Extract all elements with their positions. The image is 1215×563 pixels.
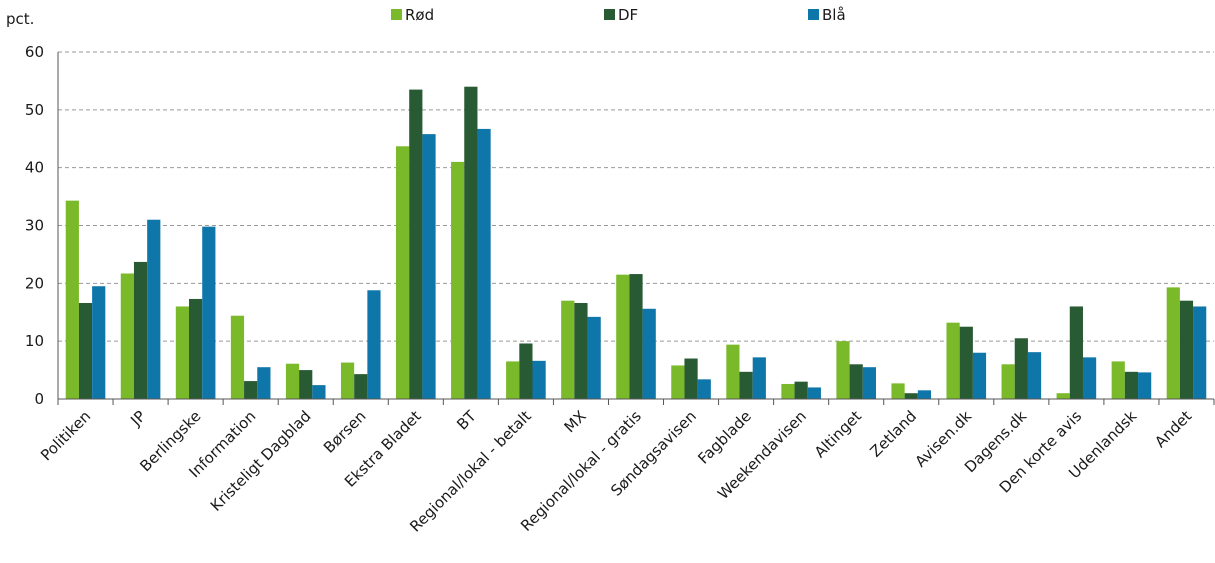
bar-series (65, 86, 1207, 399)
bar-Rød (285, 363, 300, 399)
y-tick-label: 50 (25, 101, 44, 119)
bar-Blå (1027, 352, 1042, 399)
x-tick-label: Kristeligt Dagblad (207, 407, 315, 515)
bar-Rød (506, 361, 520, 399)
bar-Rød (230, 315, 245, 399)
bar-Rød (120, 273, 134, 399)
bar-Blå (917, 390, 932, 399)
bar-DF (189, 298, 203, 399)
bar-DF (684, 358, 698, 399)
bar-Blå (312, 385, 326, 399)
y-axis-ticks: 0 10 20 30 40 50 60 (25, 43, 44, 408)
bar-Rød (396, 146, 410, 399)
bar-Blå (1082, 357, 1097, 399)
bar-Rød (946, 322, 960, 399)
bar-DF (244, 381, 258, 399)
axes (57, 52, 1215, 405)
bar-Blå (752, 357, 766, 399)
bar-Rød (616, 274, 630, 399)
bar-Blå (257, 367, 271, 399)
legend: Rød DF Blå (391, 6, 846, 24)
x-tick-label: BT (453, 407, 480, 434)
bar-DF (739, 371, 753, 399)
x-tick-label: MX (561, 407, 590, 436)
bar-DF (409, 89, 423, 399)
bar-DF (629, 274, 643, 399)
bar-DF (519, 343, 533, 399)
bar-Blå (367, 290, 381, 399)
bar-DF (78, 302, 93, 399)
bar-Blå (807, 387, 821, 399)
bar-Blå (862, 367, 876, 399)
bar-DF (1179, 300, 1194, 399)
x-tick-label: Andet (1151, 407, 1195, 451)
bar-Blå (972, 352, 987, 399)
bar-Rød (1166, 287, 1180, 399)
bar-Blå (1138, 372, 1152, 399)
bar-DF (464, 86, 478, 399)
bar-DF (794, 381, 808, 399)
bar-Rød (671, 365, 685, 399)
bar-DF (133, 261, 148, 399)
bar-Rød (1001, 364, 1015, 399)
bar-Rød (340, 362, 355, 399)
bar-Blå (532, 360, 546, 399)
x-axis-labels: Politiken JPBerlingskeInformationKristeli… (37, 407, 1195, 536)
bar-Rød (891, 383, 905, 399)
bar-Rød (781, 383, 795, 399)
bar-Blå (202, 226, 216, 399)
bar-DF (959, 326, 973, 399)
bar-Rød (1111, 361, 1125, 399)
legend-swatch (604, 9, 615, 20)
bar-DF (354, 374, 368, 399)
bar-DF (1069, 306, 1083, 399)
bar-Blå (477, 128, 491, 399)
y-axis-unit-label: pct. (6, 10, 34, 28)
bar-Rød (65, 200, 79, 399)
bar-Blå (422, 134, 436, 399)
y-tick-label: 30 (25, 217, 44, 235)
bar-DF (849, 364, 863, 399)
bar-Rød (175, 306, 190, 399)
legend-swatch (391, 9, 402, 20)
bar-Blå (1193, 306, 1207, 399)
legend-label: Rød (405, 6, 434, 24)
bar-DF (299, 370, 313, 399)
y-tick-label: 40 (25, 159, 44, 177)
x-tick-label: JP (126, 407, 149, 430)
y-tick-label: 60 (25, 43, 44, 61)
bar-Blå (147, 219, 161, 399)
bar-Rød (1056, 393, 1070, 399)
y-tick-label: 0 (34, 390, 44, 408)
bar-Rød (451, 161, 465, 399)
bar-DF (904, 393, 918, 399)
bar-Blå (697, 379, 711, 399)
legend-label: Blå (822, 6, 846, 24)
x-tick-label: Altinget (811, 407, 865, 461)
x-tick-label: Zetland (866, 407, 920, 461)
bar-Rød (726, 344, 740, 399)
bar-Blå (587, 316, 601, 399)
x-tick-label: Børsen (320, 407, 370, 457)
bar-Blå (642, 308, 656, 399)
bar-Rød (836, 341, 850, 399)
x-tick-label: Politiken (37, 407, 94, 464)
legend-swatch (808, 9, 819, 20)
bar-Blå (92, 286, 106, 399)
bar-DF (1014, 338, 1028, 399)
legend-label: DF (618, 6, 638, 24)
bar-DF (574, 302, 588, 399)
y-tick-label: 10 (25, 332, 44, 350)
y-tick-label: 20 (25, 274, 44, 292)
bar-Rød (561, 300, 575, 399)
bar-DF (1124, 371, 1139, 399)
